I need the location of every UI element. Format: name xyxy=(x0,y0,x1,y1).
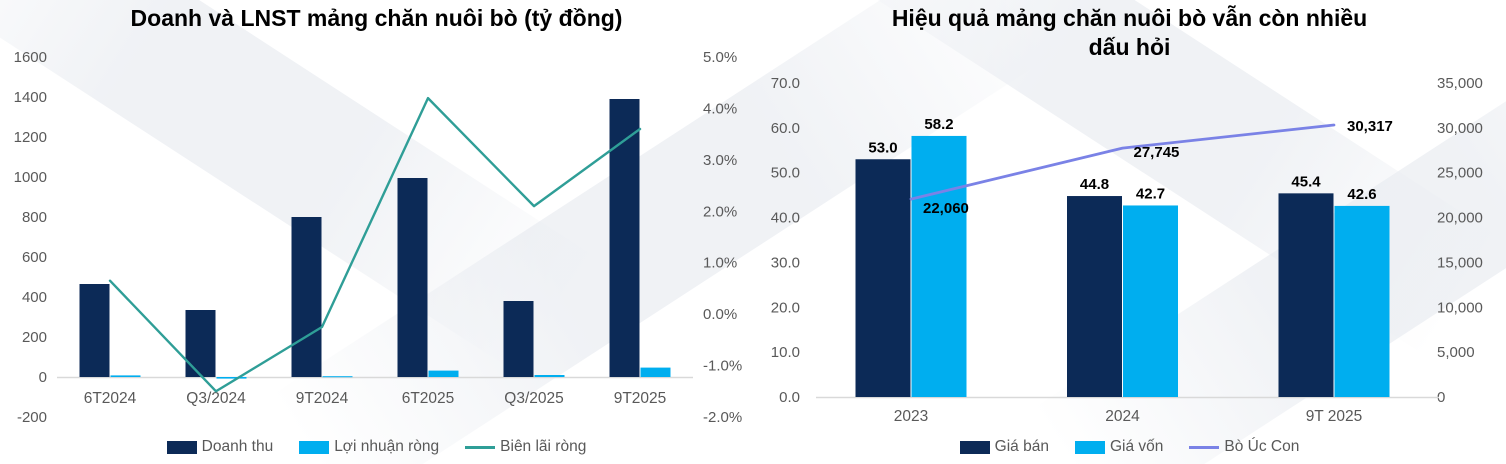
bar-doanh-thu-6t2024 xyxy=(79,284,110,377)
bar-doanh-thu-9t2024 xyxy=(291,217,322,377)
y-axis-right-tick-label: 35,000 xyxy=(1437,75,1483,92)
y-axis-right-tick-label: 15,000 xyxy=(1437,254,1483,271)
legend-item-bò-úc-con: Bò Úc Con xyxy=(1189,438,1299,456)
legend-label: Giá bán xyxy=(994,438,1049,455)
y-axis-left-tick-label: 1400 xyxy=(14,89,47,106)
y-axis-left-tick-label: 60.0 xyxy=(771,120,800,137)
legend-line-swatch xyxy=(465,445,496,449)
legend-revenue-profit: Doanh thu Lợi nhuận ròng Biên lãi ròng xyxy=(0,436,753,458)
legend-item-giá-vốn: Giá vốn xyxy=(1074,438,1164,456)
y-axis-right-tick-label: 1.0% xyxy=(703,255,737,272)
y-axis-right-tick-label: -1.0% xyxy=(703,358,742,375)
y-axis-left-tick-label: 1600 xyxy=(14,49,47,66)
y-axis-right-tick-label: 3.0% xyxy=(703,152,737,169)
line-value-label: 27,745 xyxy=(1134,144,1180,161)
bar-value-label: 42.6 xyxy=(1347,186,1376,203)
bar-doanh-thu-6t2025 xyxy=(397,178,428,377)
y-axis-left-tick-label: 20.0 xyxy=(771,299,800,316)
y-axis-right-tick-label: 0.0% xyxy=(703,306,737,323)
y-axis-right-tick-label: 25,000 xyxy=(1437,165,1483,182)
x-axis-category-label: 6T2025 xyxy=(402,390,455,407)
y-axis-left-tick-label: 600 xyxy=(22,249,47,266)
legend-item-giá-bán: Giá bán xyxy=(959,438,1049,456)
bar-lợi-nhuận-ròng-q3-2025 xyxy=(534,375,565,377)
y-axis-left-tick-label: 400 xyxy=(22,289,47,306)
chart-canvas-efficiency: 70.0 60.0 50.0 40.0 30.0 20.0 10.0 0.0 35,000 30,… xyxy=(771,75,1483,425)
y-axis-left-tick-label: 10.0 xyxy=(771,344,800,361)
y-axis-right-tick-label: 20,000 xyxy=(1437,210,1483,227)
bar-giá-vốn-2024 xyxy=(1123,205,1178,397)
x-axis-category-label: 6T2024 xyxy=(84,390,137,407)
bar-giá-bán-9t-2025 xyxy=(1278,193,1334,397)
legend-bar-swatch xyxy=(166,440,197,454)
legend-bar-swatch xyxy=(1074,440,1105,454)
legend-item-lợi-nhuận-ròng: Lợi nhuận ròng xyxy=(299,438,439,456)
legend-item-biên-lãi-ròng: Biên lãi ròng xyxy=(465,438,586,456)
y-axis-right-tick-label: 30,000 xyxy=(1437,120,1483,137)
legend-label: Lợi nhuận ròng xyxy=(334,438,440,455)
legend-label: Biên lãi ròng xyxy=(500,438,587,455)
legend-line-swatch xyxy=(1189,445,1220,449)
y-axis-left-tick-label: 30.0 xyxy=(771,254,800,271)
y-axis-right-tick-label: 2.0% xyxy=(703,203,737,220)
x-axis-category-label: Q3/2025 xyxy=(504,390,563,407)
legend-efficiency: Giá bán Giá vốn Bò Úc Con xyxy=(753,436,1506,458)
y-axis-right-tick-label: 4.0% xyxy=(703,100,737,117)
x-axis-category-label: 9T2025 xyxy=(614,390,667,407)
legend-label: Doanh thu xyxy=(201,438,274,455)
x-axis-category-label: 2023 xyxy=(894,408,928,425)
y-axis-left-tick-label: 40.0 xyxy=(771,210,800,227)
x-axis-category-label: 9T 2025 xyxy=(1306,408,1363,425)
bar-giá-vốn-9t-2025 xyxy=(1334,205,1390,397)
y-axis-right-tick-label: 5.0% xyxy=(703,49,737,66)
bar-lợi-nhuận-ròng-9t2025 xyxy=(640,367,671,377)
y-axis-right-tick-label: 10,000 xyxy=(1437,299,1483,316)
legend-label: Giá vốn xyxy=(1109,438,1164,455)
y-axis-left-tick-label: 70.0 xyxy=(771,75,800,92)
y-axis-left-tick-label: 50.0 xyxy=(771,165,800,182)
y-axis-left-tick-label: 800 xyxy=(22,209,47,226)
bar-doanh-thu-q3-2025 xyxy=(503,301,534,377)
bar-lợi-nhuận-ròng-6t2024 xyxy=(110,375,141,377)
y-axis-left-tick-label: 200 xyxy=(22,329,47,346)
legend-label: Bò Úc Con xyxy=(1224,438,1300,455)
legend-item-doanh-thu: Doanh thu xyxy=(166,438,274,456)
y-axis-left-tick-label: 0 xyxy=(39,369,47,386)
x-axis-category-label: Q3/2024 xyxy=(186,390,246,407)
y-axis-left-tick-label: 1200 xyxy=(14,129,47,146)
y-axis-right-tick-label: -2.0% xyxy=(703,409,742,426)
bar-value-label: 44.8 xyxy=(1080,176,1109,193)
chart-panel-revenue-profit: Doanh và LNST mảng chăn nuôi bò (tỷ đồng… xyxy=(0,5,753,458)
y-axis-left-tick-label: 0.0 xyxy=(779,389,800,406)
bar-lợi-nhuận-ròng-q3-2024 xyxy=(216,377,247,379)
bar-value-label: 53.0 xyxy=(868,139,897,156)
y-axis-left-tick-label: 1000 xyxy=(14,169,47,186)
legend-bar-swatch xyxy=(959,440,990,454)
y-axis-right-tick-label: 5,000 xyxy=(1437,344,1475,361)
bar-giá-vốn-2023 xyxy=(911,135,967,397)
legend-bar-swatch xyxy=(299,440,330,454)
bar-lợi-nhuận-ròng-6t2025 xyxy=(428,370,459,377)
bar-giá-bán-2023 xyxy=(855,159,911,397)
chart-panel-efficiency: Hiệu quả mảng chăn nuôi bò vẫn còn nhiều… xyxy=(753,0,1506,464)
bar-doanh-thu-q3-2024 xyxy=(185,310,216,377)
bar-value-label: 58.2 xyxy=(924,116,953,133)
bar-giá-bán-2024 xyxy=(1067,196,1122,397)
bar-value-label: 45.4 xyxy=(1291,173,1321,190)
chart-canvas-revenue-profit: 1600 1400 1200 1000 800 600 400 200 0 -200 5.0% 4.0… xyxy=(14,49,743,426)
bar-lợi-nhuận-ròng-9t2024 xyxy=(322,376,353,378)
line-value-label: 22,060 xyxy=(923,200,969,217)
bar-value-label: 42.7 xyxy=(1136,185,1165,202)
line-bò-úc-con xyxy=(909,123,1336,201)
line-value-label: 30,317 xyxy=(1347,118,1393,135)
y-axis-left-tick-label: -200 xyxy=(17,409,47,426)
x-axis-category-label: 2024 xyxy=(1105,408,1140,425)
x-axis-category-label: 9T2024 xyxy=(296,390,349,407)
